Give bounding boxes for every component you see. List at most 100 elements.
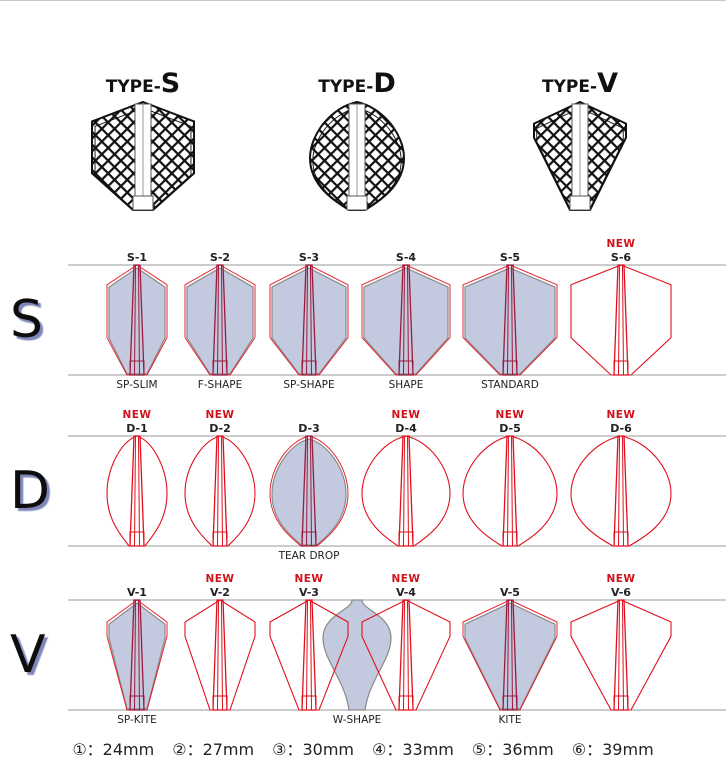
- legend-item: ④：33mm: [372, 740, 454, 759]
- shaft-outline: [502, 435, 518, 547]
- flight-code: D-1: [126, 422, 148, 435]
- shaft-line: [221, 435, 223, 547]
- shaft: [613, 599, 629, 711]
- legend-item: ②：27mm: [172, 740, 255, 759]
- flight-outline: [184, 599, 256, 711]
- shaft-base: [398, 531, 414, 547]
- shaft-outline: [613, 264, 629, 376]
- shaft-outline: [129, 435, 145, 547]
- flight-s-5: S-5 STANDARD: [462, 251, 558, 391]
- shaft-line: [310, 264, 312, 376]
- flight-fill: [108, 602, 166, 710]
- flight-fill: [271, 267, 347, 375]
- shaft-line: [138, 264, 140, 376]
- flight-name: SP-KITE: [117, 714, 157, 726]
- flight-s-3: S-3 SP-SHAPE: [269, 251, 349, 391]
- shaft-base: [212, 695, 228, 711]
- shaft-line: [310, 435, 312, 547]
- type-letter: V: [597, 68, 618, 99]
- type-v-icon: TYPE-V: [533, 68, 627, 211]
- type-d-icon: TYPE-D: [308, 68, 406, 211]
- shaft-base: [346, 195, 368, 211]
- shaft-line: [618, 435, 620, 547]
- shaft: [502, 264, 518, 376]
- shaft: [502, 435, 518, 547]
- shaft-line: [618, 599, 620, 711]
- shaft-base: [613, 531, 629, 547]
- flight-s-2: S-2 F-SHAPE: [184, 251, 256, 391]
- legend-item: ③：30mm: [272, 740, 354, 759]
- shaft-line: [221, 599, 223, 711]
- flight-d-3: D-3 TEAR DROP: [269, 422, 349, 562]
- shaft-line: [138, 599, 140, 711]
- flight-outline: [361, 435, 451, 547]
- shaft-base: [129, 531, 145, 547]
- flight-fill: [363, 267, 449, 375]
- flight-fill: [464, 602, 556, 710]
- shaft-line: [622, 264, 624, 376]
- top-divider: [0, 0, 726, 1]
- shaft: [129, 264, 145, 376]
- shaft-line: [403, 264, 405, 376]
- flight-code: V-6: [611, 586, 631, 599]
- flight-name: SP-SLIM: [116, 379, 157, 391]
- new-badge: NEW: [391, 409, 420, 421]
- shaft: [301, 599, 317, 711]
- new-badge: NEW: [294, 573, 323, 585]
- shaft-base: [502, 360, 518, 376]
- shaft-outline: [212, 435, 228, 547]
- w-shape-flight: [322, 599, 392, 711]
- shaft-line: [217, 599, 219, 711]
- shaft-line: [407, 264, 409, 376]
- row-s: S S-1 SP-SLIM S-2 F-SHAPE S-3 SP-SHAPE S-4 SHAPE…: [10, 238, 726, 391]
- flight-s-4: S-4 SHAPE: [361, 251, 451, 391]
- shaft-line: [403, 435, 405, 547]
- flight-code: V-3: [299, 586, 319, 599]
- shaft: [398, 435, 414, 547]
- shaft-base: [502, 531, 518, 547]
- flight-outline: [570, 264, 672, 376]
- shaft-base: [129, 360, 145, 376]
- flight-name: SHAPE: [389, 379, 424, 391]
- flight-outline: [570, 599, 672, 711]
- shaft-outline: [398, 435, 414, 547]
- new-badge: NEW: [205, 573, 234, 585]
- flight-name: W-SHAPE: [333, 714, 381, 726]
- shaft-base: [502, 695, 518, 711]
- new-badge: NEW: [606, 238, 635, 250]
- shaft-base: [301, 695, 317, 711]
- row-letter: D: [10, 461, 50, 521]
- legend-item: ⑥：39mm: [571, 740, 654, 759]
- type-letter: D: [373, 68, 395, 99]
- flight-v-1: V-1 SP-KITE: [106, 586, 168, 726]
- shaft-outline: [613, 599, 629, 711]
- shaft-line: [507, 264, 509, 376]
- flight-outline: [106, 435, 168, 547]
- type-title: TYPE-V: [542, 68, 618, 99]
- flight-code: V-2: [210, 586, 230, 599]
- shaft-outline: [398, 599, 414, 711]
- shaft-line: [310, 599, 312, 711]
- shaft-outline: [613, 435, 629, 547]
- shaft: [398, 264, 414, 376]
- flight-fill: [271, 438, 347, 546]
- flight-code: D-6: [610, 422, 632, 435]
- type-title: TYPE-D: [318, 68, 395, 99]
- shaft-base: [301, 531, 317, 547]
- flight-code: D-2: [209, 422, 231, 435]
- shaft: [301, 264, 317, 376]
- shaft: [613, 435, 629, 547]
- flight-fill: [464, 267, 556, 375]
- new-badge: NEW: [606, 573, 635, 585]
- shaft-base: [569, 195, 591, 211]
- shaft: [212, 264, 228, 376]
- legend-item: ①：24mm: [72, 740, 155, 759]
- shaft-line: [134, 264, 136, 376]
- shaft-base: [132, 195, 154, 211]
- shaft-line: [217, 264, 219, 376]
